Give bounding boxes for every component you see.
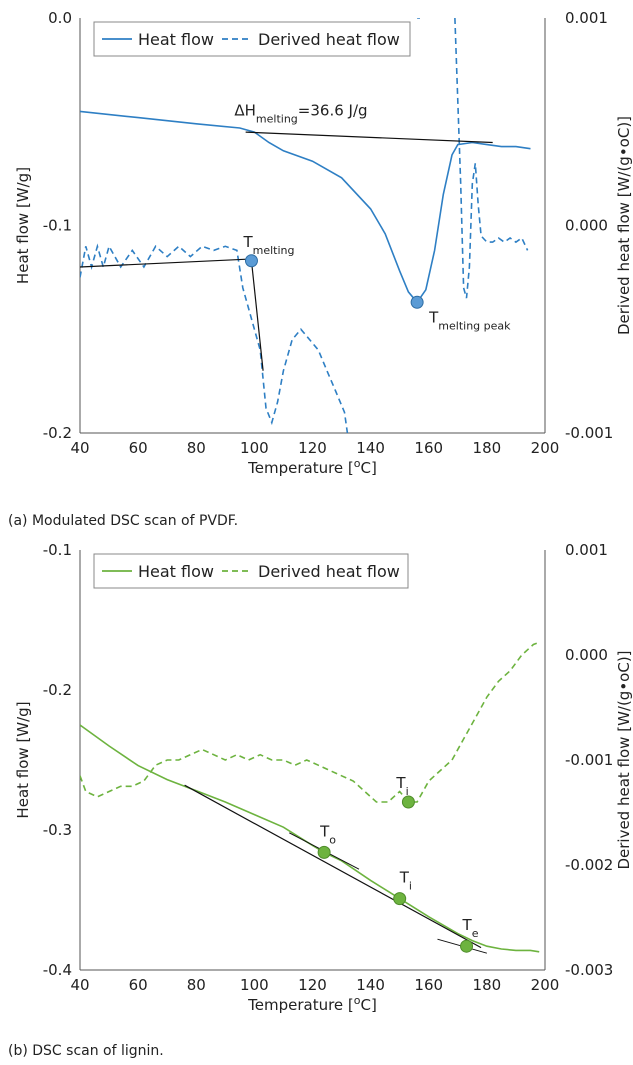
x-tick-label: 80 bbox=[187, 976, 206, 994]
y2-axis-label: Derived heat flow [W/(g•oC)] bbox=[615, 116, 633, 335]
chart-a-pvdf: 40 60 80 100 120 140 160 180 200 0.0 -0.1 -0.2 0.001… bbox=[14, 9, 633, 478]
x-tick-label: 60 bbox=[129, 976, 148, 994]
legend-box bbox=[93, 21, 411, 57]
x-tick-label: 40 bbox=[70, 976, 89, 994]
t-i-derived-marker bbox=[401, 795, 415, 809]
x-tick-label: 120 bbox=[298, 976, 327, 994]
y2-tick-label: 0.000 bbox=[565, 217, 608, 235]
legend-label-derived-heat-flow: Derived heat flow bbox=[258, 562, 400, 581]
t-melting-peak-label: Tmelting peak bbox=[428, 308, 511, 332]
t-melting-peak-marker bbox=[410, 295, 424, 309]
x-tick-label: 200 bbox=[531, 439, 560, 457]
x-tick-label: 100 bbox=[240, 976, 269, 994]
x-tick-label: 140 bbox=[356, 976, 385, 994]
t-onset-marker bbox=[317, 845, 331, 859]
y-tick-label: -0.2 bbox=[43, 681, 72, 699]
y-tick-label: -0.4 bbox=[43, 961, 72, 979]
x-tick-label: 80 bbox=[187, 439, 206, 457]
series-derived-heat-flow-line bbox=[80, 18, 529, 433]
caption-a: (a) Modulated DSC scan of PVDF. bbox=[8, 513, 239, 529]
x-axis-label: Temperature [oC] bbox=[247, 457, 377, 478]
y2-tick-label: 0.001 bbox=[565, 541, 608, 559]
x-tick-label: 180 bbox=[473, 976, 502, 994]
series-heat-flow-line bbox=[80, 110, 531, 304]
legend-label-heat-flow: Heat flow bbox=[138, 562, 214, 581]
legend-label-heat-flow: Heat flow bbox=[138, 30, 214, 49]
melting-baseline bbox=[245, 131, 493, 144]
y2-tick-label: -0.001 bbox=[565, 751, 613, 769]
y-tick-label: -0.1 bbox=[43, 217, 72, 235]
x-tick-label: 60 bbox=[129, 439, 148, 457]
onset-baseline-line bbox=[79, 258, 258, 268]
t-onset-label: To bbox=[319, 822, 336, 846]
x-tick-label: 120 bbox=[298, 439, 327, 457]
x-tick-label: 160 bbox=[414, 439, 443, 457]
chart-b-lignin: 40 60 80 100 120 140 160 180 200 -0.1 -0.2 -0.3 -0.4… bbox=[14, 541, 633, 1015]
y2-tick-label: -0.001 bbox=[565, 424, 613, 442]
series-heat-flow-line bbox=[80, 724, 540, 953]
x-tick-label: 200 bbox=[531, 976, 560, 994]
y-axis-label: Heat flow [W/g] bbox=[14, 701, 32, 818]
x-tick-label: 160 bbox=[414, 976, 443, 994]
t-melting-marker bbox=[244, 254, 258, 268]
y2-tick-label: -0.003 bbox=[565, 961, 613, 979]
t-melting-label: Tmelting bbox=[242, 233, 294, 257]
x-axis-label: Temperature [oC] bbox=[247, 994, 377, 1015]
y2-tick-label: 0.000 bbox=[565, 646, 608, 664]
t-end-marker bbox=[460, 939, 474, 953]
y2-tick-label: -0.002 bbox=[565, 856, 613, 874]
legend-label-derived-heat-flow: Derived heat flow bbox=[258, 30, 400, 49]
x-tick-label: 40 bbox=[70, 439, 89, 457]
onset-tangent-line bbox=[250, 260, 264, 371]
y-tick-label: -0.3 bbox=[43, 821, 72, 839]
legend-box bbox=[93, 553, 409, 589]
y-tick-label: -0.1 bbox=[43, 541, 72, 559]
tangent-main-line bbox=[184, 784, 482, 949]
caption-b: (b) DSC scan of lignin. bbox=[8, 1043, 164, 1059]
t-i-derived-label: Ti bbox=[395, 774, 408, 798]
y2-tick-label: 0.001 bbox=[565, 9, 608, 27]
y-tick-label: -0.2 bbox=[43, 424, 72, 442]
y-tick-label: 0.0 bbox=[48, 9, 72, 27]
t-i-marker bbox=[393, 892, 407, 906]
delta-h-melting-label: ΔHmelting=36.6 J/g bbox=[234, 102, 367, 126]
x-tick-label: 140 bbox=[356, 439, 385, 457]
x-tick-label: 180 bbox=[473, 439, 502, 457]
x-tick-label: 100 bbox=[240, 439, 269, 457]
series-derived-heat-flow-line bbox=[80, 641, 540, 803]
y2-axis-label: Derived heat flow [W/(g•oC)] bbox=[615, 650, 633, 869]
t-end-label: Te bbox=[462, 916, 479, 940]
y-axis-label: Heat flow [W/g] bbox=[14, 167, 32, 284]
t-i-label: Ti bbox=[399, 869, 412, 893]
